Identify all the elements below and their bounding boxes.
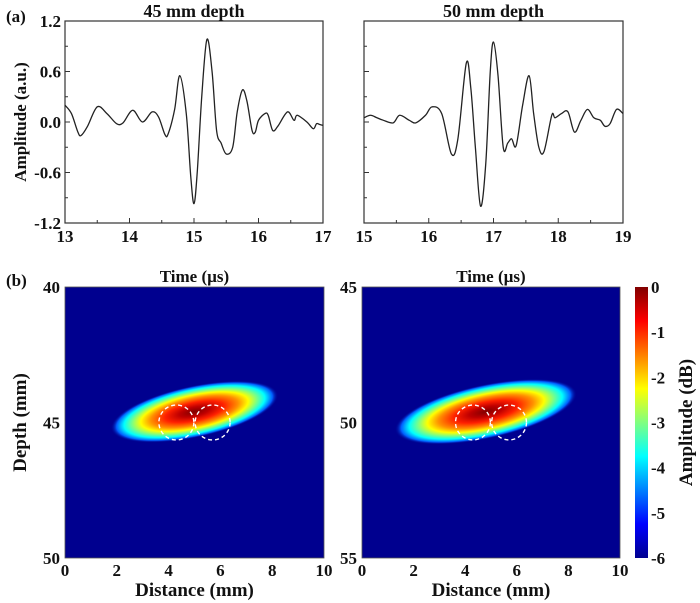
a-left-series-line (64, 38, 324, 205)
b-left-xtick-label: 2 (113, 561, 122, 580)
b-ylabel: Depth (mm) (10, 373, 31, 472)
colorbar-tick-label: -6 (651, 549, 665, 568)
b-left-dashed-circle-marker (158, 404, 195, 441)
b-left-xtick-label: 10 (316, 561, 333, 580)
colorbar-tick-label: -4 (651, 459, 666, 478)
colorbar-tick-label: 0 (651, 278, 660, 297)
a-ylabel: Amplitude (a.u.) (11, 62, 30, 181)
a-left-ytick-label: 1.2 (40, 12, 61, 31)
a-left-xtick-label: 17 (315, 227, 333, 246)
panel-label-a: (a) (6, 7, 26, 26)
b-right-xlabel: Distance (mm) (432, 580, 551, 601)
a-right-xtick-label: 18 (550, 227, 567, 246)
a-right-title: 50 mm depth (443, 1, 544, 21)
b-left-xtick-label: 8 (268, 561, 277, 580)
b-right-xtick-label: 2 (409, 561, 418, 580)
b-left-xtick-label: 0 (61, 561, 70, 580)
b-right-top-label: Time (µs) (456, 267, 525, 286)
colorbar-tick-label: -1 (651, 323, 665, 342)
colorbar-tick-label: -5 (651, 504, 665, 523)
b-right-xtick-label: 0 (358, 561, 367, 580)
a-right-series-line (363, 41, 624, 207)
a-left-ytick-label: 0.0 (40, 113, 61, 132)
b-right-xtick-label: 10 (612, 561, 629, 580)
a-right-xtick-label: 15 (356, 227, 373, 246)
b-left-xlabel: Distance (mm) (135, 580, 254, 601)
b-right-xtick-label: 6 (513, 561, 522, 580)
colorbar-tick-label: -3 (651, 414, 665, 433)
colorbar-tick-label: -2 (651, 368, 665, 387)
b-left-top-label: Time (µs) (160, 267, 229, 286)
b-right-ytick-label: 50 (340, 414, 357, 433)
a-left-plot-frame (64, 20, 324, 224)
a-left-ytick-label: -0.6 (34, 164, 61, 183)
b-right-xtick-label: 8 (564, 561, 573, 580)
b-left-ytick-label: 50 (43, 549, 60, 568)
a-left-ytick-label: 0.6 (40, 63, 61, 82)
b-right-ytick-label: 45 (340, 278, 357, 297)
b-right-dashed-circle-marker (490, 404, 528, 441)
a-right-plot-frame (363, 20, 624, 224)
b-left-xtick-label: 4 (164, 561, 173, 580)
b-left-focal-spot (110, 380, 279, 443)
b-left-ytick-label: 45 (43, 414, 60, 433)
colorbar (635, 287, 648, 558)
b-right-ytick-label: 55 (340, 549, 357, 568)
b-right-focal-spot (394, 378, 577, 445)
panel-label-b: (b) (6, 271, 27, 290)
b-left-plot-frame (64, 286, 325, 559)
a-left-xtick-label: 13 (57, 227, 74, 246)
a-left-xtick-label: 16 (250, 227, 267, 246)
b-right-xtick-label: 4 (461, 561, 470, 580)
b-left-dashed-circle-marker (194, 404, 231, 441)
a-right-xtick-label: 16 (420, 227, 437, 246)
b-right-dashed-circle-marker (454, 404, 492, 441)
a-left-ytick-label: -1.2 (34, 214, 61, 233)
colorbar-label: Amplitude (dB) (676, 359, 697, 486)
b-left-xtick-label: 6 (216, 561, 225, 580)
a-right-xtick-label: 19 (615, 227, 632, 246)
a-right-xtick-label: 17 (485, 227, 503, 246)
b-left-ytick-label: 40 (43, 278, 60, 297)
a-left-title: 45 mm depth (143, 1, 244, 21)
a-left-xtick-label: 15 (186, 227, 203, 246)
b-right-plot-frame (361, 286, 621, 559)
a-left-xtick-label: 14 (121, 227, 139, 246)
